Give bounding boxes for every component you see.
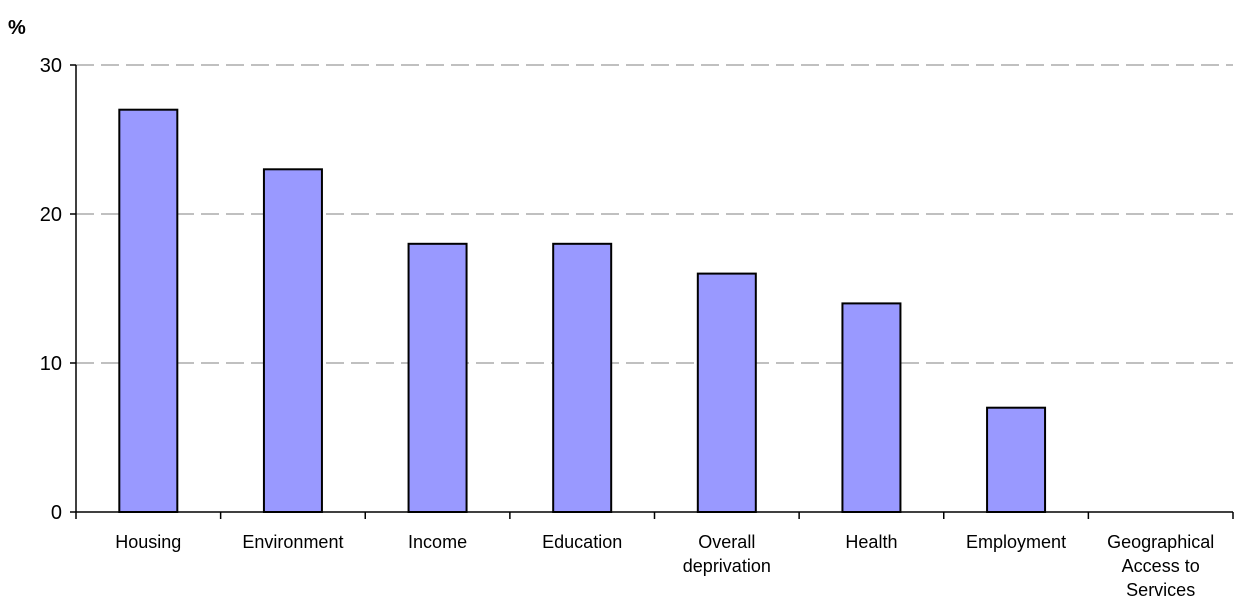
- y-tick-labels: 0 10 20 30: [40, 55, 62, 524]
- x-category-label: Environment: [242, 532, 343, 552]
- y-tick-label: 20: [40, 204, 62, 226]
- x-category-label-line: Access to: [1122, 556, 1200, 576]
- bar: [407, 242, 468, 514]
- bars: [118, 108, 1047, 514]
- x-category-label: Overall deprivation: [683, 532, 771, 576]
- x-category-label-line: Overall: [698, 532, 755, 552]
- bar: [552, 242, 613, 514]
- y-tick-label: 10: [40, 353, 62, 375]
- bar: [262, 168, 323, 514]
- x-category-label: Education: [542, 532, 622, 552]
- x-category-label-line: Income: [408, 532, 467, 552]
- x-category-label-line: Education: [542, 532, 622, 552]
- x-category-label: Income: [408, 532, 467, 552]
- bar: [118, 108, 179, 513]
- y-unit-label: %: [8, 17, 26, 39]
- y-tick-label: 0: [51, 502, 62, 524]
- x-category-label-line: Health: [845, 532, 897, 552]
- x-category-label-line: deprivation: [683, 556, 771, 576]
- x-category-label-line: Geographical: [1107, 532, 1214, 552]
- x-category-label-line: Housing: [115, 532, 181, 552]
- x-category-label-line: Environment: [242, 532, 343, 552]
- bar: [841, 302, 902, 513]
- x-category-label: Housing: [115, 532, 181, 552]
- x-category-label-line: Employment: [966, 532, 1066, 552]
- x-category-label: Employment: [966, 532, 1066, 552]
- gridlines: [76, 64, 1233, 364]
- axes: [70, 64, 1234, 519]
- bar: [696, 272, 757, 513]
- x-category-label: Geographical Access to Services: [1107, 532, 1214, 600]
- x-category-label: Health: [845, 532, 897, 552]
- y-tick-label: 30: [40, 55, 62, 77]
- x-category-labels: Housing Environment Income Education Overall…: [115, 532, 1214, 600]
- x-category-label-line: Services: [1126, 580, 1195, 600]
- bar: [986, 406, 1047, 514]
